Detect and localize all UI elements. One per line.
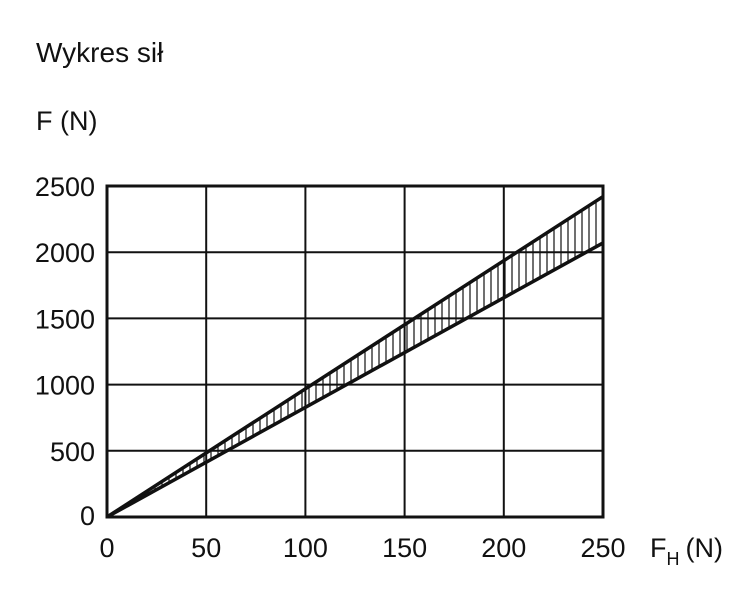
chart-title: Wykres sił: [36, 37, 164, 68]
x-tick-label-250: 250: [580, 533, 625, 563]
y-tick-label-500: 500: [50, 437, 95, 467]
x-axis-label-base: F: [650, 533, 667, 563]
grid: [107, 186, 603, 517]
y-tick-label-1000: 1000: [35, 371, 95, 401]
y-tick-label-0: 0: [80, 501, 95, 531]
x-tick-label-50: 50: [191, 533, 221, 563]
x-tick-label-0: 0: [99, 533, 114, 563]
x-tick-labels: 0 50 100 150 200 250: [99, 533, 625, 563]
y-tick-label-2000: 2000: [35, 238, 95, 268]
y-tick-label-1500: 1500: [35, 304, 95, 334]
x-tick-label-200: 200: [481, 533, 526, 563]
x-tick-label-150: 150: [382, 533, 427, 563]
y-tick-labels: 0 500 1000 1500 2000 2500: [35, 172, 95, 531]
plot-frame: [105, 184, 605, 519]
y-axis-label: F (N): [36, 106, 97, 136]
x-axis-label-sub: H: [667, 549, 680, 569]
y-tick-label-2500: 2500: [35, 172, 95, 202]
series-lines: [106, 195, 604, 519]
series-line-1: [106, 241, 604, 519]
x-axis-label: FH (N): [650, 533, 723, 569]
series-line-0: [106, 195, 604, 519]
x-axis-label-unit: (N): [686, 533, 723, 563]
x-tick-label-100: 100: [283, 533, 328, 563]
